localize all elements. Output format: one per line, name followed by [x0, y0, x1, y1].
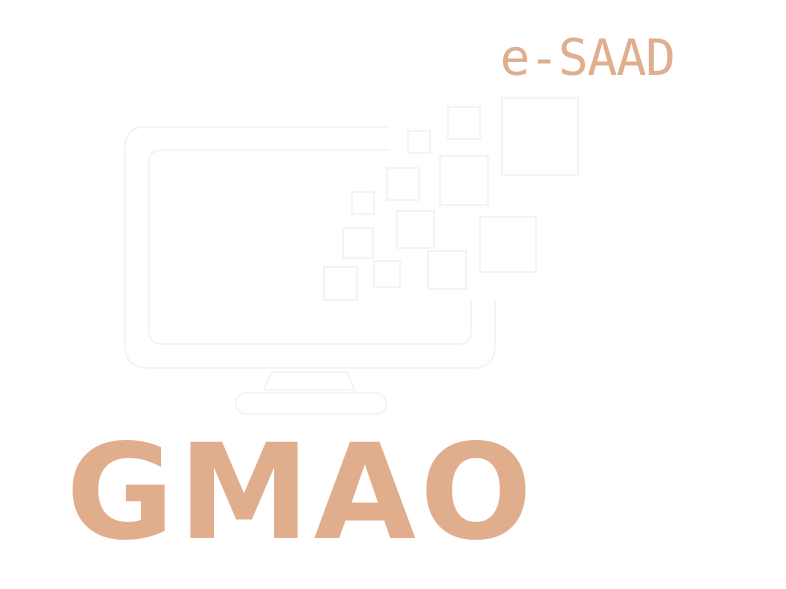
product-name: GMAO	[66, 416, 537, 570]
monitor-outline	[124, 126, 496, 415]
pixel-squares	[323, 97, 579, 301]
brand-name: e-SAAD	[500, 29, 676, 87]
